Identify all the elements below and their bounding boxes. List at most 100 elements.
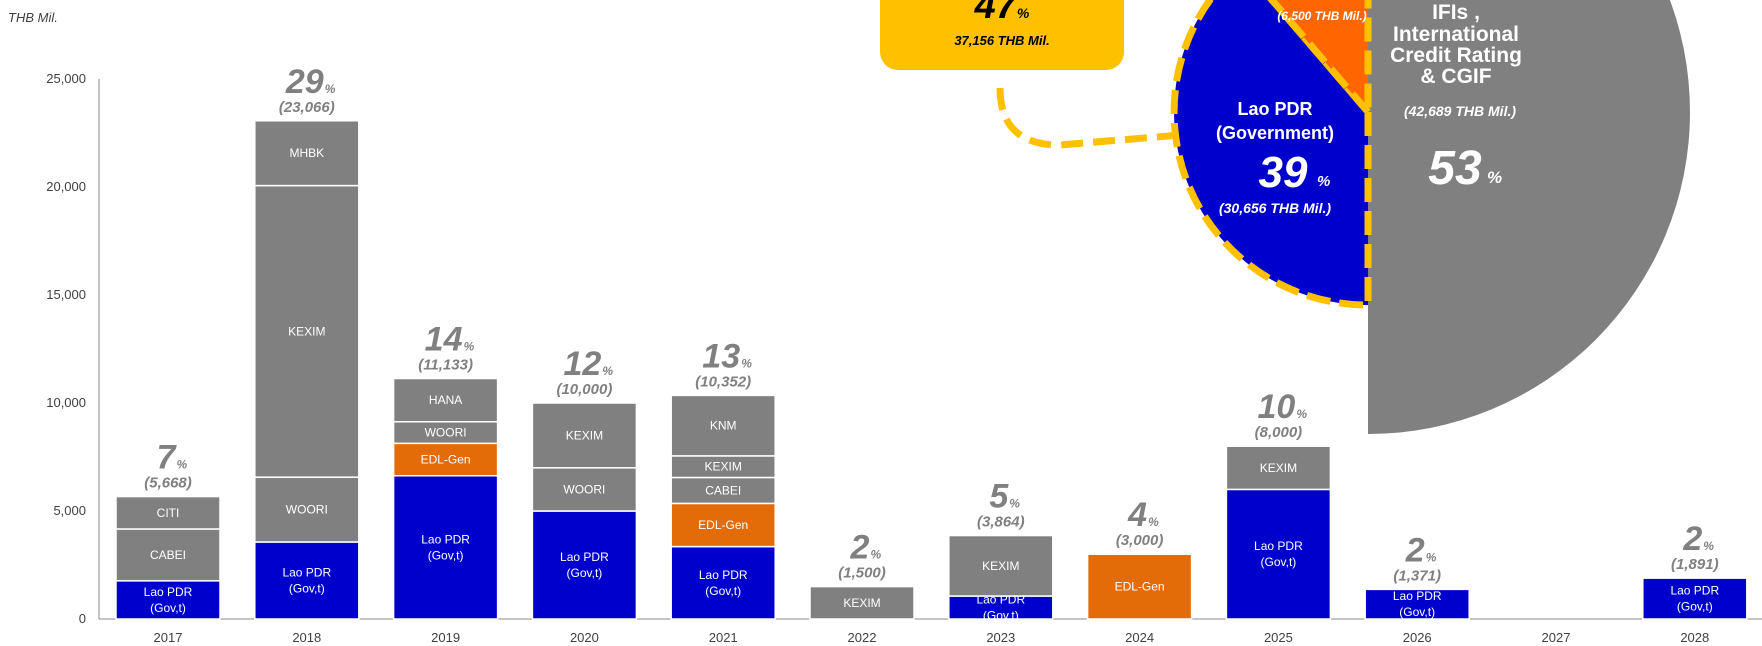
pie-lao-label-line2: (Government) bbox=[1216, 123, 1334, 143]
x-tick-label: 2020 bbox=[570, 630, 599, 645]
bar-percent-sign: % bbox=[177, 458, 188, 472]
bar-segment bbox=[1364, 588, 1470, 620]
bar-segment-label: WOORI bbox=[425, 426, 467, 440]
x-tick-label: 2018 bbox=[292, 630, 321, 645]
bar-segment bbox=[670, 545, 776, 620]
bar-segment bbox=[1642, 577, 1748, 620]
callout-connector bbox=[996, 87, 1181, 149]
pie-ifis-pct-sign: % bbox=[1487, 168, 1502, 187]
pie-slice-ifis bbox=[1368, 0, 1690, 434]
bar-percent-label: 29 bbox=[285, 63, 324, 101]
pie-ifis-label-line3: Credit Rating bbox=[1390, 44, 1522, 67]
bar-segment bbox=[254, 541, 360, 620]
bar-segment-label: Lao PDR (Gov,t) bbox=[1393, 589, 1442, 619]
bar-percent-sign: % bbox=[464, 340, 475, 354]
bar-segment bbox=[809, 585, 915, 620]
bar-segment bbox=[392, 474, 499, 620]
pie-slice-edl-gen bbox=[1267, 0, 1372, 122]
x-tick-label: 2025 bbox=[1264, 630, 1293, 645]
bars-group: Lao PDR (Gov,t) CABEI CITI 7 % (5,668) Lao PDR(… bbox=[115, 63, 1748, 623]
x-tick-label: 2026 bbox=[1403, 630, 1432, 645]
bar-total-label: (5,668) bbox=[144, 475, 192, 492]
y-tick-label: 0 bbox=[79, 611, 86, 626]
bar-percent-sign: % bbox=[1009, 497, 1020, 511]
bar-percent-sign: % bbox=[325, 82, 336, 96]
pie-lao-pct: 39 bbox=[1259, 148, 1308, 197]
bar-segment-label: KEXIM bbox=[566, 428, 603, 442]
bar-total-label: (1,371) bbox=[1393, 567, 1441, 584]
bar-segment-label: Lao PDR (Gov,t) bbox=[560, 550, 609, 580]
bar-segment bbox=[254, 476, 360, 543]
bar-segment-label: Lao PDR (Gov,t) bbox=[144, 585, 193, 615]
pie-ifis-pct: 53 bbox=[1428, 142, 1482, 195]
bar-segment-label: Lao PDR (Gov,t) bbox=[421, 532, 470, 562]
bar-percent-label: 2 bbox=[850, 529, 870, 567]
bar-segment bbox=[1086, 553, 1193, 620]
pie-chart: (6,500 THB Mil.) Lao PDR (Government) 39… bbox=[1170, 0, 1690, 434]
bar-percent-label: 2 bbox=[1405, 531, 1425, 569]
bar-percent-sign: % bbox=[1426, 550, 1437, 564]
bar-segment-label: KEXIM bbox=[982, 559, 1019, 573]
x-tick-label: 2017 bbox=[154, 630, 183, 645]
bar-total-label: (23,066) bbox=[279, 99, 335, 116]
y-tick-label: 10,000 bbox=[46, 395, 86, 410]
bar-segment bbox=[392, 442, 499, 477]
bar-segment-label: KNM bbox=[710, 419, 737, 433]
bar-segment bbox=[115, 495, 221, 530]
x-tick-label: 2019 bbox=[431, 630, 460, 645]
bar-total-label: (3,864) bbox=[977, 514, 1025, 531]
bar-segment-label: Lao PDR (Gov,t) bbox=[1254, 539, 1303, 569]
unit-label: THB Mil. bbox=[8, 10, 58, 25]
bar-segment bbox=[670, 502, 776, 548]
callout-pct-sign: % bbox=[1016, 5, 1030, 21]
bar-segment-label: KEXIM bbox=[288, 324, 325, 338]
bar-segment bbox=[392, 377, 499, 423]
bar-percent-sign: % bbox=[1296, 407, 1307, 421]
y-tick-labels: 0 5,000 10,000 15,000 20,000 25,000 bbox=[46, 71, 86, 626]
bar-percent-label: 13 bbox=[702, 337, 740, 375]
bar-percent-label: 12 bbox=[563, 345, 601, 383]
bar-total-label: (1,891) bbox=[1671, 556, 1719, 573]
bar-segment-label: CABEI bbox=[150, 548, 186, 562]
bar-percent-label: 14 bbox=[425, 321, 463, 359]
bar-segment-label: EDL-Gen bbox=[698, 518, 748, 532]
bar-segment-label: MHBK bbox=[289, 146, 324, 160]
pie-lao-amount: (30,656 THB Mil.) bbox=[1219, 200, 1331, 216]
y-tick-label: 25,000 bbox=[46, 71, 86, 86]
bar-segment bbox=[1225, 445, 1332, 491]
x-tick-label: 2022 bbox=[848, 630, 877, 645]
bar-segment-label: KEXIM bbox=[705, 460, 742, 474]
x-tick-label: 2021 bbox=[709, 630, 738, 645]
bar-segment bbox=[531, 402, 638, 469]
bar-segment-label: EDL-Gen bbox=[1115, 580, 1165, 594]
x-tick-label: 2027 bbox=[1542, 630, 1571, 645]
bar-segment-label: KEXIM bbox=[843, 596, 880, 610]
pie-ifis-label-line1: IFIs , bbox=[1432, 1, 1480, 24]
callout-amount: 37,156 THB Mil. bbox=[954, 33, 1050, 48]
bar-segment-label: CABEI bbox=[705, 483, 741, 497]
x-tick-label: 2023 bbox=[986, 630, 1015, 645]
bar-percent-label: 7 bbox=[157, 439, 178, 477]
bar-total-label: (11,133) bbox=[418, 357, 473, 374]
bar-percent-sign: % bbox=[1148, 515, 1159, 529]
x-tick-label: 2024 bbox=[1125, 630, 1154, 645]
callout-pct-value: 47 bbox=[974, 0, 1017, 27]
bar-total-label: (10,000) bbox=[556, 381, 612, 398]
bar-segment-label: CITI bbox=[157, 506, 180, 520]
x-category-labels: 2017 2018 2019 2020 2021 2022 2023 2024 2025 2026… bbox=[154, 630, 1710, 645]
bar-total-label: (3,000) bbox=[1116, 532, 1164, 549]
bar-segment-label: HANA bbox=[429, 393, 462, 407]
bar-segment bbox=[670, 394, 776, 457]
bar-percent-sign: % bbox=[871, 548, 882, 562]
bar-percent-label: 10 bbox=[1257, 388, 1295, 426]
bar-percent-sign: % bbox=[1703, 539, 1714, 553]
bar-segment-label: Lao PDR (Gov,t) bbox=[282, 565, 331, 595]
bar-segment bbox=[1225, 488, 1332, 620]
bar-segment bbox=[531, 510, 638, 620]
pie-ifis-amount: (42,689 THB Mil.) bbox=[1404, 103, 1516, 119]
bar-total-label: (10,352) bbox=[695, 373, 751, 390]
bar-segment bbox=[948, 534, 1054, 597]
pie-slice-lao-pdr bbox=[1170, 0, 1372, 309]
pie-ifis-label-line2: International bbox=[1393, 23, 1519, 46]
